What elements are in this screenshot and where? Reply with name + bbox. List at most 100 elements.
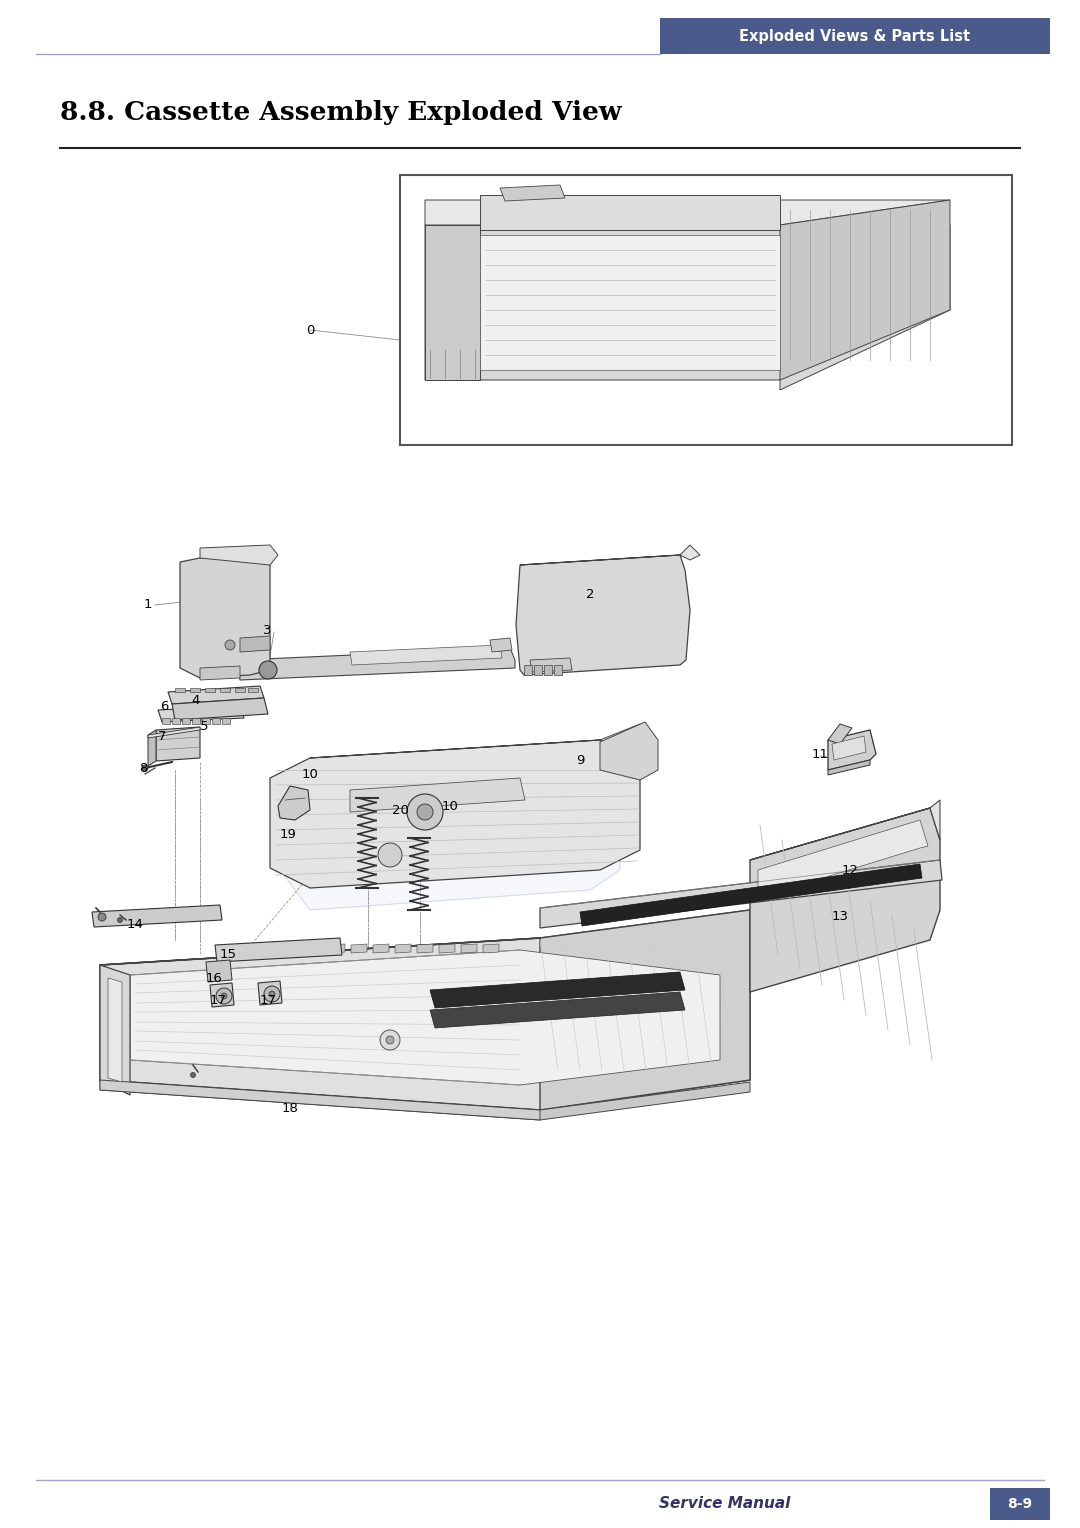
Text: 7: 7 [158,729,166,743]
Circle shape [225,640,235,649]
Text: 10: 10 [301,767,319,781]
Polygon shape [500,185,565,202]
Polygon shape [307,944,323,953]
Polygon shape [270,740,640,888]
Text: 6: 6 [160,700,168,712]
Circle shape [98,914,106,921]
Polygon shape [240,636,270,652]
Polygon shape [430,992,685,1028]
Polygon shape [100,1080,750,1120]
Polygon shape [100,1080,540,1120]
Polygon shape [206,960,232,983]
Text: 9: 9 [576,753,584,767]
Text: 12: 12 [841,863,859,877]
Polygon shape [278,785,310,821]
Polygon shape [210,983,234,1007]
Circle shape [141,766,148,772]
Polygon shape [544,665,552,675]
Text: 18: 18 [282,1102,298,1114]
Text: Service Manual: Service Manual [659,1496,789,1511]
Circle shape [386,1036,394,1044]
Text: 8-9: 8-9 [1008,1497,1032,1511]
Polygon shape [554,665,562,675]
Polygon shape [828,730,876,770]
Text: 8.8. Cassette Assembly Exploded View: 8.8. Cassette Assembly Exploded View [60,99,622,125]
Text: Exploded Views & Parts List: Exploded Views & Parts List [740,29,971,43]
Polygon shape [540,911,750,1109]
Polygon shape [192,718,200,724]
Circle shape [264,986,280,1002]
Polygon shape [780,200,950,380]
Polygon shape [280,759,620,911]
Polygon shape [480,196,780,231]
Polygon shape [395,944,411,953]
Polygon shape [100,938,750,1109]
Polygon shape [220,688,230,692]
Polygon shape [519,545,700,565]
Text: 19: 19 [280,828,296,840]
Polygon shape [258,981,282,1005]
Polygon shape [530,659,572,672]
Polygon shape [310,724,640,759]
Polygon shape [483,944,499,953]
Polygon shape [235,688,245,692]
Circle shape [221,993,227,999]
Polygon shape [183,718,190,724]
Polygon shape [430,972,685,1008]
Bar [400,176,1012,445]
Polygon shape [417,944,433,953]
Text: 13: 13 [832,909,849,923]
Text: 5: 5 [200,720,208,732]
Bar [990,1488,1050,1520]
Polygon shape [534,665,542,675]
Text: 10: 10 [442,799,458,813]
Polygon shape [350,778,525,811]
Polygon shape [516,555,690,675]
Polygon shape [580,863,922,926]
Circle shape [216,989,232,1004]
Polygon shape [100,911,750,969]
Polygon shape [832,736,866,759]
Bar [660,18,1050,53]
Text: 2: 2 [585,588,594,602]
Polygon shape [175,688,185,692]
Polygon shape [108,978,122,1082]
Text: 15: 15 [219,949,237,961]
Polygon shape [828,724,852,744]
Polygon shape [205,688,215,692]
Polygon shape [172,698,268,720]
Text: 14: 14 [126,918,144,932]
Polygon shape [461,944,477,953]
Circle shape [380,1030,400,1050]
Polygon shape [158,706,244,723]
Text: 3: 3 [262,623,271,637]
Polygon shape [329,944,345,953]
Polygon shape [828,759,870,775]
Text: 11: 11 [811,747,828,761]
Polygon shape [202,718,210,724]
Polygon shape [168,686,264,704]
Polygon shape [215,938,342,963]
Polygon shape [162,718,170,724]
Polygon shape [480,235,780,370]
Polygon shape [200,545,278,565]
Polygon shape [540,860,942,927]
Circle shape [269,992,275,996]
Text: 16: 16 [205,972,222,984]
Text: 8: 8 [139,761,147,775]
Polygon shape [490,639,512,652]
Polygon shape [351,944,367,953]
Circle shape [407,795,443,830]
Polygon shape [92,905,222,927]
Polygon shape [190,688,200,692]
Text: 0: 0 [306,324,314,336]
Polygon shape [524,665,532,675]
Polygon shape [373,944,389,953]
Polygon shape [148,730,156,766]
Polygon shape [750,801,940,860]
Polygon shape [180,555,270,678]
Text: 4: 4 [192,694,200,706]
Polygon shape [238,648,515,680]
Text: 17: 17 [210,993,227,1007]
Polygon shape [285,944,301,953]
